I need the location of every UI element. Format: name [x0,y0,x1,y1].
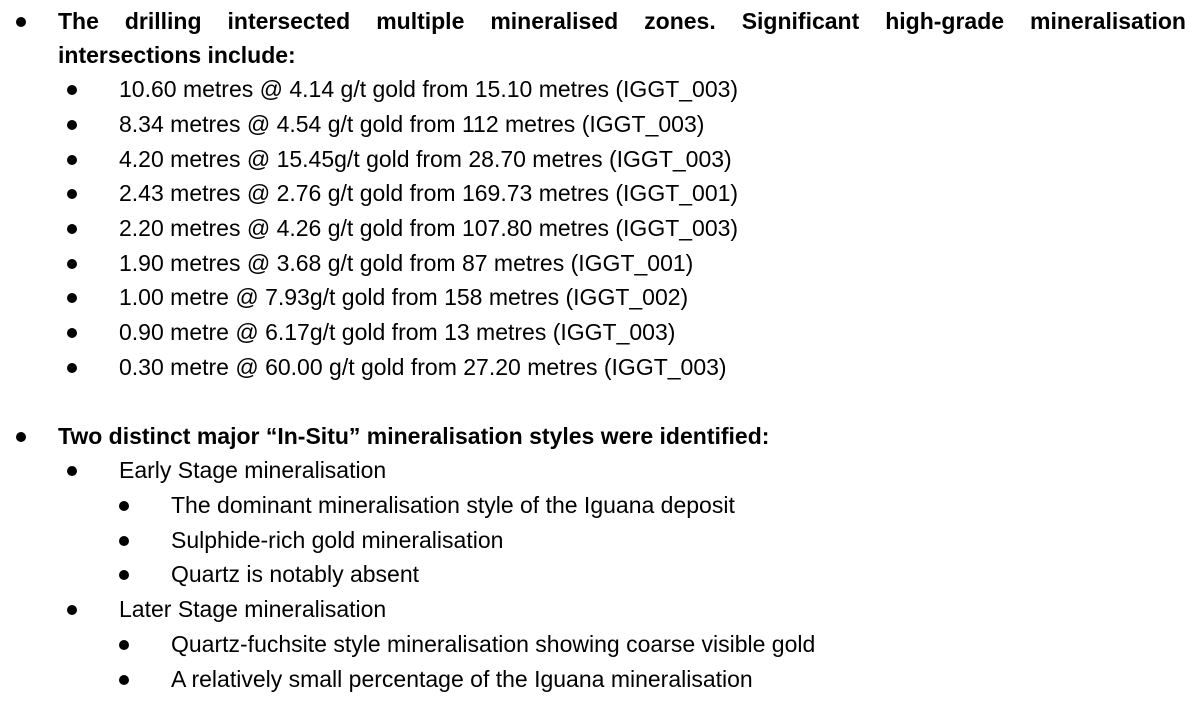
bullet-dot [67,189,77,199]
list-item: 4.20 metres @ 15.45g/t gold from 28.70 m… [119,146,732,172]
section1-heading: The drilling intersected multiple mineralise… [58,4,1186,72]
bullet-dot [119,675,129,685]
list-item: The dominant mineralisation style of the… [171,492,735,518]
bullet-dot [67,259,77,269]
section1-heading-line1: The drilling intersected multiple mineralise… [58,8,1186,34]
bullet-dot [67,466,77,476]
bullet-dot [119,640,129,650]
section1-heading-line2: intersections include: [58,42,296,68]
bullet-dot [67,155,77,165]
bullet-dot [16,17,26,27]
list-item: A relatively small percentage of the Igu… [171,666,753,692]
bullet-dot [119,570,129,580]
bullet-dot [67,605,77,615]
list-item: Sulphide-rich gold mineralisation [171,527,504,553]
list-item: 10.60 metres @ 4.14 g/t gold from 15.10 … [119,76,739,102]
bullet-dot [67,363,77,373]
section2-heading: Two distinct major “In-Situ” mineralisat… [58,423,770,449]
bullet-dot [67,293,77,303]
list-item: 2.20 metres @ 4.26 g/t gold from 107.80 … [119,215,739,241]
early-stage-label: Early Stage mineralisation [119,457,387,483]
list-item: 0.30 metre @ 60.00 g/t gold from 27.20 m… [119,354,727,380]
list-item: 1.00 metre @ 7.93g/t gold from 158 metre… [119,284,689,310]
list-item: Quartz-fuchsite style mineralisation sho… [171,631,816,657]
list-item: 0.90 metre @ 6.17g/t gold from 13 metres… [119,319,676,345]
list-item: Quartz is notably absent [171,561,420,587]
bullet-dot [67,224,77,234]
bullet-dot [67,328,77,338]
list-item: 2.43 metres @ 2.76 g/t gold from 169.73 … [119,180,739,206]
bullet-dot [67,120,77,130]
later-stage-label: Later Stage mineralisation [119,596,387,622]
bullet-dot [67,85,77,95]
bullet-dot [16,432,26,442]
list-item: 8.34 metres @ 4.54 g/t gold from 112 met… [119,111,705,137]
bullet-dot [119,536,129,546]
list-item: 1.90 metres @ 3.68 g/t gold from 87 metr… [119,250,694,276]
bullet-dot [119,501,129,511]
